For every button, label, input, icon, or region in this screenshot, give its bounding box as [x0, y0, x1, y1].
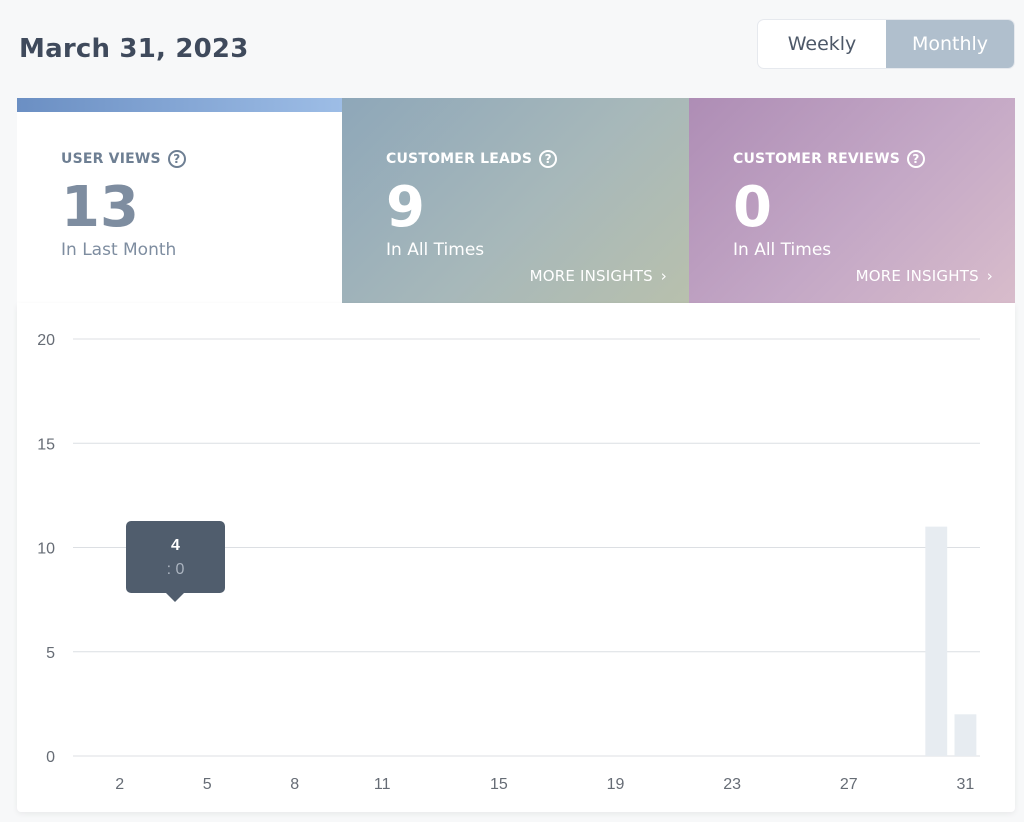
tooltip-arrow: [166, 593, 184, 602]
user-views-subtitle: In Last Month: [61, 240, 177, 260]
question-circle-icon[interactable]: ?: [907, 150, 926, 168]
more-insights-label: MORE INSIGHTS: [855, 267, 979, 285]
user-views-card: USER VIEWS ? 13 In Last Month: [17, 98, 342, 303]
y-tick-label: 5: [46, 645, 55, 662]
tooltip-value: : 0: [166, 561, 185, 578]
user-views-label: USER VIEWS: [61, 151, 161, 167]
chevron-right-icon: ›: [986, 267, 993, 285]
chart-bar[interactable]: [954, 714, 977, 756]
more-insights-link-reviews[interactable]: MORE INSIGHTS ›: [856, 267, 993, 285]
card-label: CUSTOMER LEADS ?: [386, 150, 558, 168]
card-label: USER VIEWS ?: [61, 150, 186, 168]
card-accent-bar: [17, 98, 342, 112]
x-tick-label: 8: [290, 776, 299, 793]
x-tick-label: 11: [374, 776, 391, 793]
y-tick-label: 15: [37, 436, 55, 453]
weekly-button[interactable]: Weekly: [787, 33, 857, 55]
x-tick-label: 23: [723, 776, 741, 793]
user-views-value: 13: [61, 175, 139, 240]
customer-reviews-value: 0: [733, 175, 772, 240]
customer-leads-card: CUSTOMER LEADS ? 9 In All Times MORE INS…: [342, 98, 689, 303]
stats-cards: USER VIEWS ? 13 In Last Month CUSTOMER L…: [17, 98, 1015, 303]
more-insights-label: MORE INSIGHTS: [529, 267, 653, 285]
y-tick-label: 0: [46, 749, 55, 766]
customer-reviews-card: CUSTOMER REVIEWS ? 0 In All Times MORE I…: [689, 98, 1015, 303]
page-title: March 31, 2023: [19, 34, 249, 64]
more-insights-link-leads[interactable]: MORE INSIGHTS ›: [530, 267, 667, 285]
customer-leads-value: 9: [386, 175, 425, 240]
chevron-right-icon: ›: [660, 267, 667, 285]
tooltip-title: 4: [171, 537, 180, 554]
period-toggle: Weekly Monthly: [757, 19, 1015, 69]
customer-reviews-subtitle: In All Times: [733, 240, 832, 260]
bar-chart-panel: 0 5 10 15 20 2 5 8 11 15 19 23 27 31 4 : 0: [17, 303, 1015, 812]
x-tick-label: 27: [840, 776, 858, 793]
question-circle-icon[interactable]: ?: [539, 150, 558, 168]
monthly-button[interactable]: Monthly: [886, 20, 1014, 68]
y-tick-label: 10: [37, 541, 55, 558]
x-tick-label: 15: [490, 776, 508, 793]
y-tick-label: 20: [37, 332, 55, 349]
x-tick-label: 5: [203, 776, 212, 793]
customer-leads-label: CUSTOMER LEADS: [386, 151, 533, 167]
question-circle-icon[interactable]: ?: [167, 150, 186, 168]
chart-bar[interactable]: [925, 526, 948, 756]
x-tick-label: 31: [957, 776, 975, 793]
x-tick-label: 2: [115, 776, 124, 793]
card-label: CUSTOMER REVIEWS ?: [733, 150, 926, 168]
customer-leads-subtitle: In All Times: [386, 240, 485, 260]
customer-reviews-label: CUSTOMER REVIEWS: [733, 151, 901, 167]
x-tick-label: 19: [607, 776, 625, 793]
chart-tooltip: 4 : 0: [126, 521, 225, 602]
